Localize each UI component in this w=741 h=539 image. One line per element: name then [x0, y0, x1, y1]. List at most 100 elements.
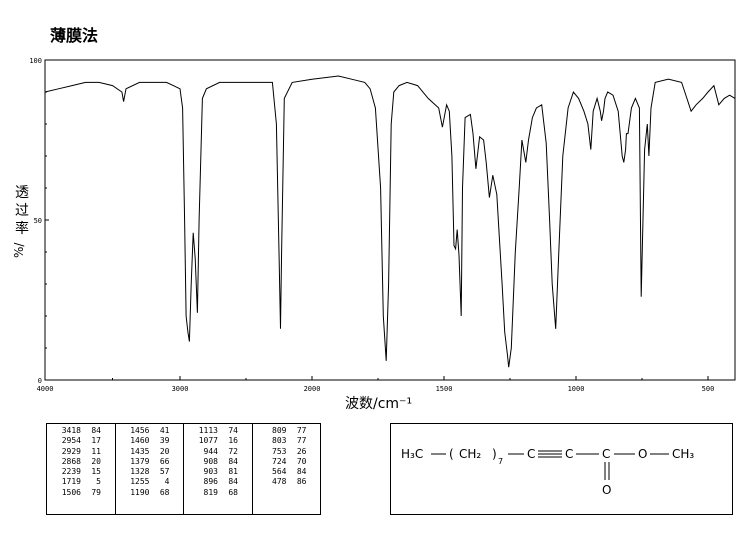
peak-transmittance: 17	[91, 436, 101, 446]
peak-table-row: 2239 15	[51, 467, 115, 477]
peak-table-row: 809 77	[257, 426, 321, 436]
x-tick-label: 3000	[172, 385, 189, 393]
x-axis-ticks: 4000 3000 2000 1500 1000 500	[37, 376, 715, 393]
peak-wavenumber: 564	[272, 467, 287, 477]
peak-wavenumber: 944	[203, 446, 218, 456]
peak-transmittance: 26	[296, 446, 307, 456]
structure-box: H₃C ( CH₂ ) 7 C C C O O CH₃	[390, 423, 733, 515]
peak-wavenumber: 803	[272, 436, 287, 446]
chemical-structure: H₃C ( CH₂ ) 7 C C C O O CH₃	[401, 447, 694, 497]
peak-table-column: 809 77 803 77 753 26 724 70 564 84 478 86	[253, 424, 321, 514]
x-tick-label: 500	[702, 385, 715, 393]
peak-transmittance: 70	[296, 456, 307, 466]
x-tick-label: 1000	[568, 385, 585, 393]
peak-table-row: 564 84	[257, 467, 321, 477]
peak-transmittance: 16	[228, 436, 238, 446]
peak-wavenumber: 1077	[198, 436, 218, 446]
peak-transmittance: 74	[228, 426, 238, 435]
struct-subscript-n: 7	[498, 457, 503, 466]
peak-table-row: 753 26	[257, 447, 321, 457]
y-axis-char-3: 率	[15, 220, 29, 237]
peak-transmittance: 39	[159, 436, 170, 446]
x-axis-label: 波数/cm⁻¹	[345, 396, 412, 412]
page-title: 薄膜法	[50, 26, 99, 45]
y-axis-ticks: 0 50 100	[29, 57, 49, 385]
peak-wavenumber: 1328	[130, 467, 150, 477]
peak-table-row: 1190 68	[120, 488, 184, 498]
peak-transmittance: 84	[228, 456, 238, 466]
struct-paren-open: (	[449, 447, 454, 461]
peak-table-row: 3418 84	[51, 426, 115, 436]
peak-table-row: 1506 79	[51, 488, 115, 498]
peak-transmittance: 81	[228, 467, 238, 477]
peak-wavenumber: 2929	[61, 446, 81, 456]
y-tick-label: 0	[38, 377, 42, 385]
peak-wavenumber: 903	[203, 467, 218, 477]
peak-wavenumber: 896	[203, 477, 218, 487]
x-tick-label: 1500	[436, 385, 453, 393]
peak-wavenumber: 478	[272, 477, 287, 487]
peak-wavenumber: 3418	[61, 426, 81, 435]
peak-wavenumber: 1456	[130, 426, 150, 435]
struct-o-ester: O	[638, 447, 647, 461]
peak-table-row: 1379 66	[120, 457, 184, 467]
y-tick-label: 50	[34, 217, 42, 225]
peak-transmittance: 20	[159, 446, 170, 456]
peak-table-row: 1719 5	[51, 477, 115, 487]
peak-wavenumber: 2239	[61, 467, 81, 477]
peak-table-row: 1435 20	[120, 447, 184, 457]
peak-transmittance: 86	[296, 477, 307, 487]
peak-transmittance: 77	[296, 426, 307, 435]
y-axis-char-1: 透	[15, 185, 29, 201]
peak-table-row: 819 68	[188, 488, 252, 498]
peak-table-column: 1113 74 1077 16 944 72 908 84 903 81 896 84 819 68	[184, 424, 253, 514]
struct-o-carbonyl: O	[602, 483, 611, 497]
peak-table-row: 908 84	[188, 457, 252, 467]
peak-table-row: 1077 16	[188, 436, 252, 446]
peak-table-column: 3418 84 2954 17 2929 11 2868 20 2239 15 1719 5 1506 7…	[47, 424, 116, 514]
peak-table: 3418 84 2954 17 2929 11 2868 20 2239 15 1719 5 1506 7…	[46, 423, 321, 515]
peak-wavenumber: 809	[272, 426, 287, 435]
peak-transmittance: 41	[159, 426, 170, 435]
x-tick-label: 4000	[37, 385, 54, 393]
peak-table-row: 1456 41	[120, 426, 184, 436]
peak-wavenumber: 1255	[130, 477, 150, 487]
peak-wavenumber: 1113	[198, 426, 218, 435]
peak-table-row: 2868 20	[51, 457, 115, 467]
peak-wavenumber: 724	[272, 456, 287, 466]
peak-table-row: 478 86	[257, 477, 321, 487]
peak-table-row: 896 84	[188, 477, 252, 487]
peak-wavenumber: 2868	[61, 456, 81, 466]
peak-transmittance: 84	[296, 467, 307, 477]
peak-table-row: 944 72	[188, 447, 252, 457]
peak-transmittance: 79	[91, 487, 101, 497]
struct-c2: C	[565, 447, 573, 461]
struct-ch3: CH₃	[672, 447, 694, 461]
y-axis-label: 透 过 率 %/	[12, 185, 29, 258]
peak-wavenumber: 1435	[130, 446, 150, 456]
struct-ch2: CH₂	[459, 447, 481, 461]
peak-wavenumber: 753	[272, 446, 287, 456]
y-axis-char-2: 过	[15, 203, 29, 219]
y-axis-unit: %/	[12, 242, 26, 258]
peak-table-row: 2954 17	[51, 436, 115, 446]
struct-c3: C	[602, 447, 610, 461]
peak-transmittance: 84	[91, 426, 101, 435]
peak-table-row: 903 81	[188, 467, 252, 477]
peak-table-row: 1460 39	[120, 436, 184, 446]
peak-transmittance: 68	[159, 487, 170, 497]
peak-wavenumber: 908	[203, 456, 218, 466]
peak-transmittance: 57	[159, 467, 170, 477]
peak-table-row: 2929 11	[51, 447, 115, 457]
peak-transmittance: 15	[91, 467, 101, 477]
struct-h3c: H₃C	[401, 447, 423, 461]
struct-paren-close: )	[492, 447, 497, 461]
peak-wavenumber: 1719	[61, 477, 81, 487]
peak-transmittance: 77	[296, 436, 307, 446]
peak-wavenumber: 1190	[130, 487, 150, 497]
peak-transmittance: 4	[164, 477, 170, 487]
peak-wavenumber: 819	[203, 487, 218, 497]
peak-transmittance: 68	[228, 487, 238, 497]
spectrum-line	[44, 75, 736, 368]
